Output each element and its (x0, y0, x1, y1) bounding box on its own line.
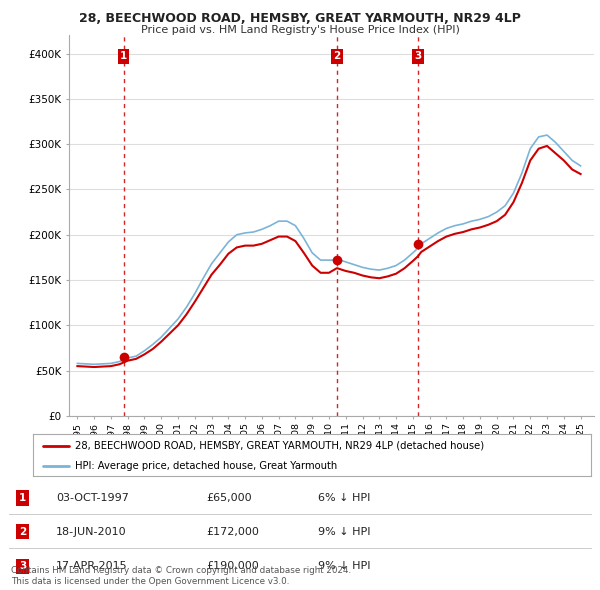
Text: 18-JUN-2010: 18-JUN-2010 (56, 527, 127, 536)
Text: Contains HM Land Registry data © Crown copyright and database right 2024.
This d: Contains HM Land Registry data © Crown c… (11, 566, 351, 586)
Text: 1: 1 (120, 51, 127, 61)
Text: 2: 2 (333, 51, 340, 61)
Text: 3: 3 (19, 561, 26, 571)
Text: 28, BEECHWOOD ROAD, HEMSBY, GREAT YARMOUTH, NR29 4LP: 28, BEECHWOOD ROAD, HEMSBY, GREAT YARMOU… (79, 12, 521, 25)
Text: £65,000: £65,000 (206, 493, 251, 503)
Text: HPI: Average price, detached house, Great Yarmouth: HPI: Average price, detached house, Grea… (75, 461, 337, 470)
Text: £172,000: £172,000 (206, 527, 259, 536)
Text: 3: 3 (414, 51, 421, 61)
Text: Price paid vs. HM Land Registry's House Price Index (HPI): Price paid vs. HM Land Registry's House … (140, 25, 460, 35)
Text: £190,000: £190,000 (206, 561, 259, 571)
Text: 2: 2 (19, 527, 26, 536)
Text: 03-OCT-1997: 03-OCT-1997 (56, 493, 129, 503)
Text: 28, BEECHWOOD ROAD, HEMSBY, GREAT YARMOUTH, NR29 4LP (detached house): 28, BEECHWOOD ROAD, HEMSBY, GREAT YARMOU… (75, 441, 484, 451)
Text: 17-APR-2015: 17-APR-2015 (56, 561, 128, 571)
Text: 9% ↓ HPI: 9% ↓ HPI (317, 527, 370, 536)
Text: 1: 1 (19, 493, 26, 503)
Text: 6% ↓ HPI: 6% ↓ HPI (317, 493, 370, 503)
Text: 9% ↓ HPI: 9% ↓ HPI (317, 561, 370, 571)
